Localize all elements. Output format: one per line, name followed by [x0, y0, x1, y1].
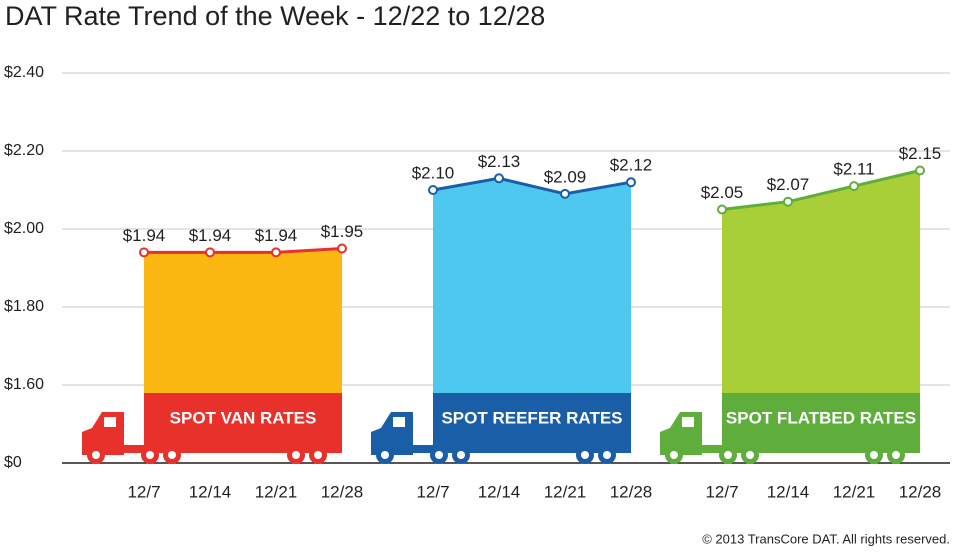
- hub: [724, 451, 732, 459]
- point: [337, 243, 347, 254]
- point: [139, 247, 149, 258]
- point: [560, 188, 570, 199]
- point: [915, 165, 925, 176]
- point: [717, 204, 727, 215]
- truck-chassis: [82, 445, 342, 453]
- value-label: $2.05: [701, 183, 744, 202]
- value-label: $2.07: [767, 175, 810, 194]
- point: [783, 196, 793, 207]
- x-tick-label: 12/21: [255, 482, 298, 501]
- x-tick-label: 12/21: [833, 482, 876, 501]
- truck-window: [393, 417, 405, 427]
- series-name: SPOT FLATBED RATES: [726, 408, 916, 427]
- value-label: $2.13: [478, 152, 521, 171]
- hub: [670, 451, 678, 459]
- truck-window: [104, 417, 116, 427]
- point: [205, 247, 215, 258]
- value-label: $1.94: [255, 226, 298, 245]
- x-tick-label: 12/14: [767, 482, 810, 501]
- y-tick-label: $1.60: [4, 376, 44, 393]
- hub: [314, 451, 322, 459]
- value-label: $1.95: [321, 222, 364, 241]
- x-tick-label: 12/7: [416, 482, 449, 501]
- hub: [457, 451, 465, 459]
- line: [432, 176, 632, 196]
- x-tick-label: 12/28: [321, 482, 364, 501]
- chart-title: DAT Rate Trend of the Week - 12/22 to 12…: [5, 1, 545, 31]
- line: [144, 247, 343, 254]
- hub: [92, 451, 100, 459]
- rate-label-box: [144, 393, 342, 445]
- y-tick-label: $0: [4, 454, 22, 471]
- y-tick-label: $2.20: [4, 142, 44, 159]
- footnote: © 2013 TransCore DAT. All rights reserve…: [702, 531, 950, 546]
- rate-label-box: [433, 393, 631, 445]
- value-label: $2.12: [610, 156, 653, 175]
- point: [626, 177, 636, 188]
- x-tick-label: 12/28: [610, 482, 653, 501]
- hub: [581, 451, 589, 459]
- hub: [746, 451, 754, 459]
- point: [271, 247, 281, 258]
- x-tick-label: 12/28: [899, 482, 942, 501]
- point: [428, 185, 438, 195]
- value-label: $2.10: [412, 163, 455, 182]
- area: [433, 178, 631, 446]
- value-label: $1.94: [189, 226, 232, 245]
- point: [494, 173, 504, 184]
- hub: [435, 451, 443, 459]
- truck-chassis: [371, 445, 631, 453]
- series-name: SPOT VAN RATES: [170, 408, 317, 427]
- hub: [292, 451, 300, 459]
- x-tick-label: 12/14: [478, 482, 521, 501]
- y-tick-label: $2.00: [4, 220, 44, 237]
- hub: [892, 451, 900, 459]
- y-tick-label: $2.40: [4, 64, 44, 81]
- value-label: $2.15: [899, 144, 942, 163]
- hub: [381, 451, 389, 459]
- y-tick-label: $1.80: [4, 298, 44, 315]
- truck-chassis: [660, 445, 920, 453]
- hub: [870, 451, 878, 459]
- series-name: SPOT REEFER RATES: [441, 408, 622, 427]
- area: [722, 170, 920, 445]
- x-tick-label: 12/7: [127, 482, 160, 501]
- hub: [168, 451, 176, 459]
- truck-window: [682, 417, 694, 427]
- hub: [603, 451, 611, 459]
- x-tick-label: 12/14: [189, 482, 232, 501]
- rate-label-box: [722, 393, 920, 445]
- value-label: $1.94: [123, 226, 166, 245]
- x-tick-label: 12/7: [705, 482, 738, 501]
- hub: [146, 451, 154, 459]
- line: [721, 169, 921, 211]
- value-label: $2.09: [544, 167, 587, 186]
- value-label: $2.11: [833, 160, 874, 179]
- point: [849, 181, 859, 192]
- x-tick-label: 12/21: [544, 482, 587, 501]
